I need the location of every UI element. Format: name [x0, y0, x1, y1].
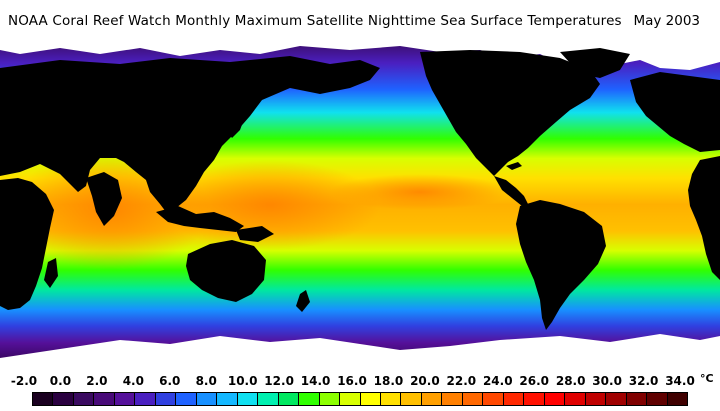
- colorbar-swatch: [483, 393, 504, 405]
- land-new-zealand: [296, 290, 310, 312]
- land-south-america: [516, 200, 606, 330]
- colorbar-swatch: [524, 393, 545, 405]
- land-central-america: [494, 176, 528, 206]
- land-caribbean: [506, 162, 522, 170]
- legend-tick-label: 32.0: [628, 374, 659, 388]
- arctic-ice: [0, 40, 720, 70]
- colorbar-swatch: [462, 393, 484, 405]
- land-greenland: [560, 48, 630, 78]
- colorbar-swatch: [340, 393, 361, 405]
- colorbar-swatch: [565, 393, 586, 405]
- legend-tick-label: 28.0: [555, 374, 586, 388]
- legend-tick-label: -2.0: [10, 374, 38, 388]
- legend-tick-label: 24.0: [482, 374, 513, 388]
- land-europe: [630, 72, 720, 152]
- colorbar-swatch: [94, 393, 115, 405]
- colorbar-swatch: [626, 393, 648, 405]
- colorbar-swatch: [217, 393, 238, 405]
- legend-tick-label: 18.0: [373, 374, 404, 388]
- colorbar-swatch: [278, 393, 300, 405]
- colorbar-swatch: [647, 393, 668, 405]
- land-maritime-continent: [156, 206, 244, 232]
- land-japan: [226, 102, 246, 138]
- legend-tick-label: 30.0: [592, 374, 622, 388]
- colorbar-swatch: [606, 393, 627, 405]
- land-eurasia: [0, 56, 380, 212]
- land: [0, 48, 720, 330]
- land-arabia-india: [86, 172, 122, 226]
- legend-tick-label: 22.0: [446, 374, 477, 388]
- legend-tick-label: 2.0: [86, 374, 108, 388]
- colorbar-swatch: [380, 393, 402, 405]
- land-madagascar: [44, 258, 58, 288]
- legend-unit: °C: [700, 372, 714, 385]
- colorbar: [32, 392, 688, 406]
- colorbar-swatch: [176, 393, 197, 405]
- colorbar-swatch: [360, 393, 381, 405]
- sst-map-svg: [0, 40, 720, 369]
- color-legend: -2.0 0.0 2.0 4.0 6.0 8.0 10.0 12.0 14.0 16.0 18.0 2…: [0, 371, 720, 411]
- colorbar-swatch: [401, 393, 422, 405]
- colorbar-swatch: [667, 393, 687, 405]
- legend-tick-label: 10.0: [227, 374, 258, 388]
- map-date: May 2003: [633, 13, 700, 29]
- sst-world-map: [0, 40, 720, 369]
- colorbar-swatch: [421, 393, 443, 405]
- land-uk: [640, 86, 652, 106]
- legend-tick-label: 4.0: [122, 374, 144, 388]
- land-new-guinea: [236, 226, 274, 242]
- land-africa: [0, 178, 54, 310]
- colorbar-swatch: [53, 393, 74, 405]
- map-title: NOAA Coral Reef Watch Monthly Maximum Sa…: [8, 13, 622, 29]
- colorbar-swatch: [585, 393, 607, 405]
- colorbar-swatch: [196, 393, 218, 405]
- colorbar-swatch: [299, 393, 320, 405]
- legend-tick-label: 8.0: [195, 374, 217, 388]
- colorbar-swatch: [114, 393, 136, 405]
- land-africa-east: [688, 156, 720, 280]
- legend-tick-labels: -2.0 0.0 2.0 4.0 6.0 8.0 10.0 12.0 14.0 16.0 18.0 2…: [0, 374, 720, 390]
- colorbar-swatch: [258, 393, 279, 405]
- colorbar-swatch: [503, 393, 525, 405]
- legend-tick-label: 20.0: [410, 374, 440, 388]
- legend-tick-label: 12.0: [264, 374, 294, 388]
- colorbar-swatch: [155, 393, 177, 405]
- colorbar-swatch: [237, 393, 259, 405]
- antarctic-ice: [0, 334, 720, 369]
- colorbar-swatch: [442, 393, 463, 405]
- legend-tick-label: 6.0: [159, 374, 181, 388]
- colorbar-swatch: [135, 393, 156, 405]
- legend-tick-label: 14.0: [300, 374, 331, 388]
- land-australia: [186, 240, 266, 302]
- colorbar-swatch: [319, 393, 341, 405]
- colorbar-swatch: [33, 393, 54, 405]
- land-north-america: [420, 50, 600, 176]
- colorbar-swatch: [544, 393, 566, 405]
- legend-tick-label: 26.0: [519, 374, 550, 388]
- legend-tick-label: 0.0: [49, 374, 72, 388]
- legend-tick-label: 16.0: [337, 374, 367, 388]
- legend-tick-label: 34.0: [665, 374, 695, 388]
- title-bar: NOAA Coral Reef Watch Monthly Maximum Sa…: [0, 0, 720, 40]
- colorbar-swatch: [73, 393, 95, 405]
- eastern-pacific-warm-band: [330, 174, 510, 210]
